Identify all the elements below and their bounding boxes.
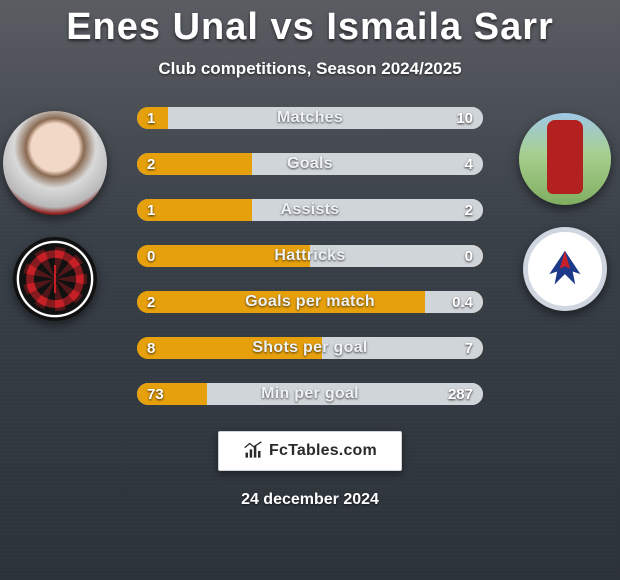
chart-icon xyxy=(243,441,263,461)
stat-label: Assists xyxy=(137,199,483,221)
stat-value-right: 287 xyxy=(438,383,483,405)
stat-label: Goals xyxy=(137,153,483,175)
stat-value-right: 2 xyxy=(455,199,483,221)
club-right-crest xyxy=(523,227,607,311)
stat-bars: Matches110Goals24Assists12Hattricks00Goa… xyxy=(137,107,483,405)
stat-value-right: 7 xyxy=(455,337,483,359)
avatar-placeholder xyxy=(519,113,611,205)
footer-date: 24 december 2024 xyxy=(0,491,620,509)
right-column xyxy=(510,107,620,311)
stat-value-left: 1 xyxy=(137,107,165,129)
stat-value-left: 2 xyxy=(137,291,165,313)
comparison-card: Enes Unal vs Ismaila Sarr Club competiti… xyxy=(0,0,620,580)
left-column xyxy=(0,107,110,321)
stat-value-left: 73 xyxy=(137,383,174,405)
stat-row: Min per goal73 287 xyxy=(137,383,483,405)
stat-value-left: 0 xyxy=(137,245,165,267)
stat-value-right: 10 xyxy=(446,107,483,129)
stat-value-right: 0 xyxy=(455,245,483,267)
brand-badge: FcTables.com xyxy=(218,431,402,471)
page-title: Enes Unal vs Ismaila Sarr xyxy=(0,0,620,49)
stat-label: Matches xyxy=(137,107,483,129)
player-right-avatar xyxy=(519,113,611,205)
stat-row: Goals2 4 xyxy=(137,153,483,175)
stat-label: Goals per match xyxy=(137,291,483,313)
club-left-crest xyxy=(13,237,97,321)
eagle-icon xyxy=(539,243,591,295)
stat-value-right: 4 xyxy=(455,153,483,175)
subtitle: Club competitions, Season 2024/2025 xyxy=(0,59,620,79)
content-area: Matches110Goals24Assists12Hattricks00Goa… xyxy=(0,107,620,405)
stat-row: Goals per match2 0.4 xyxy=(137,291,483,313)
player-left-avatar xyxy=(3,111,107,215)
stat-label: Shots per goal xyxy=(137,337,483,359)
stat-value-left: 2 xyxy=(137,153,165,175)
stat-label: Min per goal xyxy=(137,383,483,405)
brand-text: FcTables.com xyxy=(269,442,377,460)
stat-row: Hattricks0 0 xyxy=(137,245,483,267)
stat-value-left: 1 xyxy=(137,199,165,221)
stat-value-right: 0.4 xyxy=(442,291,483,313)
stat-row: Shots per goal8 7 xyxy=(137,337,483,359)
stat-label: Hattricks xyxy=(137,245,483,267)
stat-value-left: 8 xyxy=(137,337,165,359)
crest-stripes xyxy=(23,247,87,311)
avatar-placeholder xyxy=(3,111,107,215)
stat-row: Matches1 10 xyxy=(137,107,483,129)
stat-row: Assists1 2 xyxy=(137,199,483,221)
